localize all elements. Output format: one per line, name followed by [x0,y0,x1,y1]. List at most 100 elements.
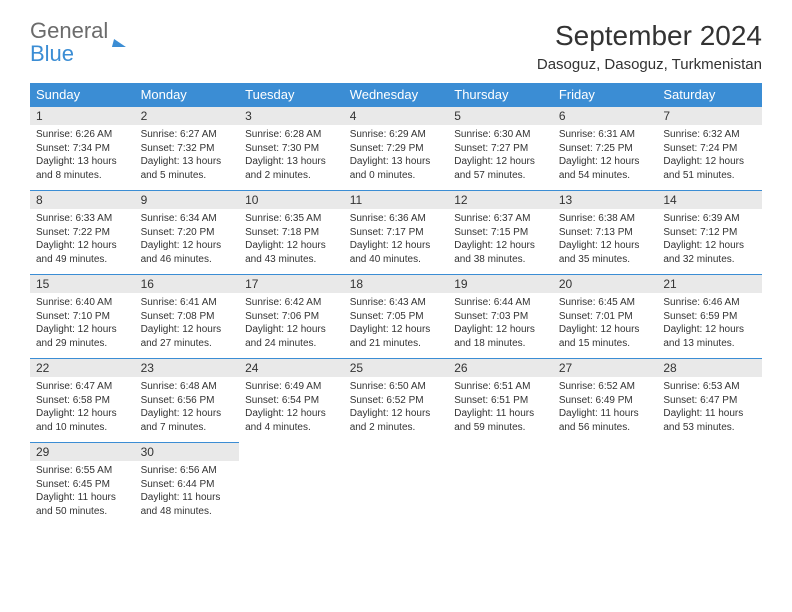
day-details: Sunrise: 6:43 AMSunset: 7:05 PMDaylight:… [344,293,449,358]
calendar-row: 29Sunrise: 6:55 AMSunset: 6:45 PMDayligh… [30,443,762,527]
day-header: Friday [553,83,658,107]
day-details: Sunrise: 6:29 AMSunset: 7:29 PMDaylight:… [344,125,449,190]
day-number: 7 [657,107,762,125]
calendar-cell: 4Sunrise: 6:29 AMSunset: 7:29 PMDaylight… [344,107,449,191]
day-details: Sunrise: 6:38 AMSunset: 7:13 PMDaylight:… [553,209,658,274]
calendar-cell: 18Sunrise: 6:43 AMSunset: 7:05 PMDayligh… [344,275,449,359]
calendar-cell: 15Sunrise: 6:40 AMSunset: 7:10 PMDayligh… [30,275,135,359]
calendar-cell: 22Sunrise: 6:47 AMSunset: 6:58 PMDayligh… [30,359,135,443]
logo-text: General Blue [30,20,108,66]
day-number: 21 [657,275,762,293]
day-number: 4 [344,107,449,125]
day-details: Sunrise: 6:53 AMSunset: 6:47 PMDaylight:… [657,377,762,442]
calendar-cell: 2Sunrise: 6:27 AMSunset: 7:32 PMDaylight… [135,107,240,191]
calendar-cell: 17Sunrise: 6:42 AMSunset: 7:06 PMDayligh… [239,275,344,359]
day-header: Wednesday [344,83,449,107]
calendar-head: SundayMondayTuesdayWednesdayThursdayFrid… [30,83,762,107]
calendar-row: 22Sunrise: 6:47 AMSunset: 6:58 PMDayligh… [30,359,762,443]
day-details: Sunrise: 6:39 AMSunset: 7:12 PMDaylight:… [657,209,762,274]
calendar-cell: 3Sunrise: 6:28 AMSunset: 7:30 PMDaylight… [239,107,344,191]
logo-part2: Blue [30,41,74,66]
day-details: Sunrise: 6:48 AMSunset: 6:56 PMDaylight:… [135,377,240,442]
calendar-cell: 28Sunrise: 6:53 AMSunset: 6:47 PMDayligh… [657,359,762,443]
day-number: 9 [135,191,240,209]
day-header: Thursday [448,83,553,107]
day-number: 23 [135,359,240,377]
day-number: 16 [135,275,240,293]
day-details: Sunrise: 6:37 AMSunset: 7:15 PMDaylight:… [448,209,553,274]
logo-part1: General [30,18,108,43]
day-details: Sunrise: 6:30 AMSunset: 7:27 PMDaylight:… [448,125,553,190]
day-details: Sunrise: 6:45 AMSunset: 7:01 PMDaylight:… [553,293,658,358]
calendar-cell: 14Sunrise: 6:39 AMSunset: 7:12 PMDayligh… [657,191,762,275]
calendar-cell [344,443,449,527]
day-number: 13 [553,191,658,209]
day-number: 6 [553,107,658,125]
day-header-row: SundayMondayTuesdayWednesdayThursdayFrid… [30,83,762,107]
calendar-row: 15Sunrise: 6:40 AMSunset: 7:10 PMDayligh… [30,275,762,359]
calendar-row: 8Sunrise: 6:33 AMSunset: 7:22 PMDaylight… [30,191,762,275]
day-details: Sunrise: 6:35 AMSunset: 7:18 PMDaylight:… [239,209,344,274]
calendar-cell [657,443,762,527]
day-number: 5 [448,107,553,125]
day-number: 19 [448,275,553,293]
day-details: Sunrise: 6:33 AMSunset: 7:22 PMDaylight:… [30,209,135,274]
day-details: Sunrise: 6:50 AMSunset: 6:52 PMDaylight:… [344,377,449,442]
calendar-cell: 20Sunrise: 6:45 AMSunset: 7:01 PMDayligh… [553,275,658,359]
day-number: 14 [657,191,762,209]
day-number: 20 [553,275,658,293]
day-number: 12 [448,191,553,209]
calendar-cell: 26Sunrise: 6:51 AMSunset: 6:51 PMDayligh… [448,359,553,443]
day-number: 26 [448,359,553,377]
calendar-row: 1Sunrise: 6:26 AMSunset: 7:34 PMDaylight… [30,107,762,191]
day-header: Sunday [30,83,135,107]
calendar-cell: 8Sunrise: 6:33 AMSunset: 7:22 PMDaylight… [30,191,135,275]
day-details: Sunrise: 6:28 AMSunset: 7:30 PMDaylight:… [239,125,344,190]
day-number: 8 [30,191,135,209]
calendar-cell: 11Sunrise: 6:36 AMSunset: 7:17 PMDayligh… [344,191,449,275]
day-number: 11 [344,191,449,209]
day-details: Sunrise: 6:26 AMSunset: 7:34 PMDaylight:… [30,125,135,190]
day-details: Sunrise: 6:55 AMSunset: 6:45 PMDaylight:… [30,461,135,526]
day-number: 15 [30,275,135,293]
day-details: Sunrise: 6:27 AMSunset: 7:32 PMDaylight:… [135,125,240,190]
day-details: Sunrise: 6:32 AMSunset: 7:24 PMDaylight:… [657,125,762,190]
day-number: 30 [135,443,240,461]
calendar-cell: 16Sunrise: 6:41 AMSunset: 7:08 PMDayligh… [135,275,240,359]
day-details: Sunrise: 6:51 AMSunset: 6:51 PMDaylight:… [448,377,553,442]
day-number: 18 [344,275,449,293]
location-text: Dasoguz, Dasoguz, Turkmenistan [537,56,762,73]
calendar-cell: 25Sunrise: 6:50 AMSunset: 6:52 PMDayligh… [344,359,449,443]
day-details: Sunrise: 6:36 AMSunset: 7:17 PMDaylight:… [344,209,449,274]
day-header: Monday [135,83,240,107]
header: General Blue September 2024 Dasoguz, Das… [30,20,762,73]
day-details: Sunrise: 6:47 AMSunset: 6:58 PMDaylight:… [30,377,135,442]
day-details: Sunrise: 6:44 AMSunset: 7:03 PMDaylight:… [448,293,553,358]
calendar-cell: 12Sunrise: 6:37 AMSunset: 7:15 PMDayligh… [448,191,553,275]
day-details: Sunrise: 6:41 AMSunset: 7:08 PMDaylight:… [135,293,240,358]
calendar-cell: 29Sunrise: 6:55 AMSunset: 6:45 PMDayligh… [30,443,135,527]
day-details: Sunrise: 6:34 AMSunset: 7:20 PMDaylight:… [135,209,240,274]
calendar-cell: 5Sunrise: 6:30 AMSunset: 7:27 PMDaylight… [448,107,553,191]
calendar-cell [553,443,658,527]
day-number: 27 [553,359,658,377]
calendar-cell [239,443,344,527]
day-header: Saturday [657,83,762,107]
calendar-cell: 13Sunrise: 6:38 AMSunset: 7:13 PMDayligh… [553,191,658,275]
calendar-cell: 10Sunrise: 6:35 AMSunset: 7:18 PMDayligh… [239,191,344,275]
calendar-cell: 27Sunrise: 6:52 AMSunset: 6:49 PMDayligh… [553,359,658,443]
day-number: 24 [239,359,344,377]
calendar-cell: 19Sunrise: 6:44 AMSunset: 7:03 PMDayligh… [448,275,553,359]
title-block: September 2024 Dasoguz, Dasoguz, Turkmen… [537,20,762,73]
calendar-cell: 23Sunrise: 6:48 AMSunset: 6:56 PMDayligh… [135,359,240,443]
day-number: 1 [30,107,135,125]
day-number: 17 [239,275,344,293]
calendar-cell: 21Sunrise: 6:46 AMSunset: 6:59 PMDayligh… [657,275,762,359]
day-number: 2 [135,107,240,125]
calendar-table: SundayMondayTuesdayWednesdayThursdayFrid… [30,83,762,526]
day-number: 28 [657,359,762,377]
day-details: Sunrise: 6:52 AMSunset: 6:49 PMDaylight:… [553,377,658,442]
day-number: 25 [344,359,449,377]
day-details: Sunrise: 6:40 AMSunset: 7:10 PMDaylight:… [30,293,135,358]
calendar-cell: 6Sunrise: 6:31 AMSunset: 7:25 PMDaylight… [553,107,658,191]
